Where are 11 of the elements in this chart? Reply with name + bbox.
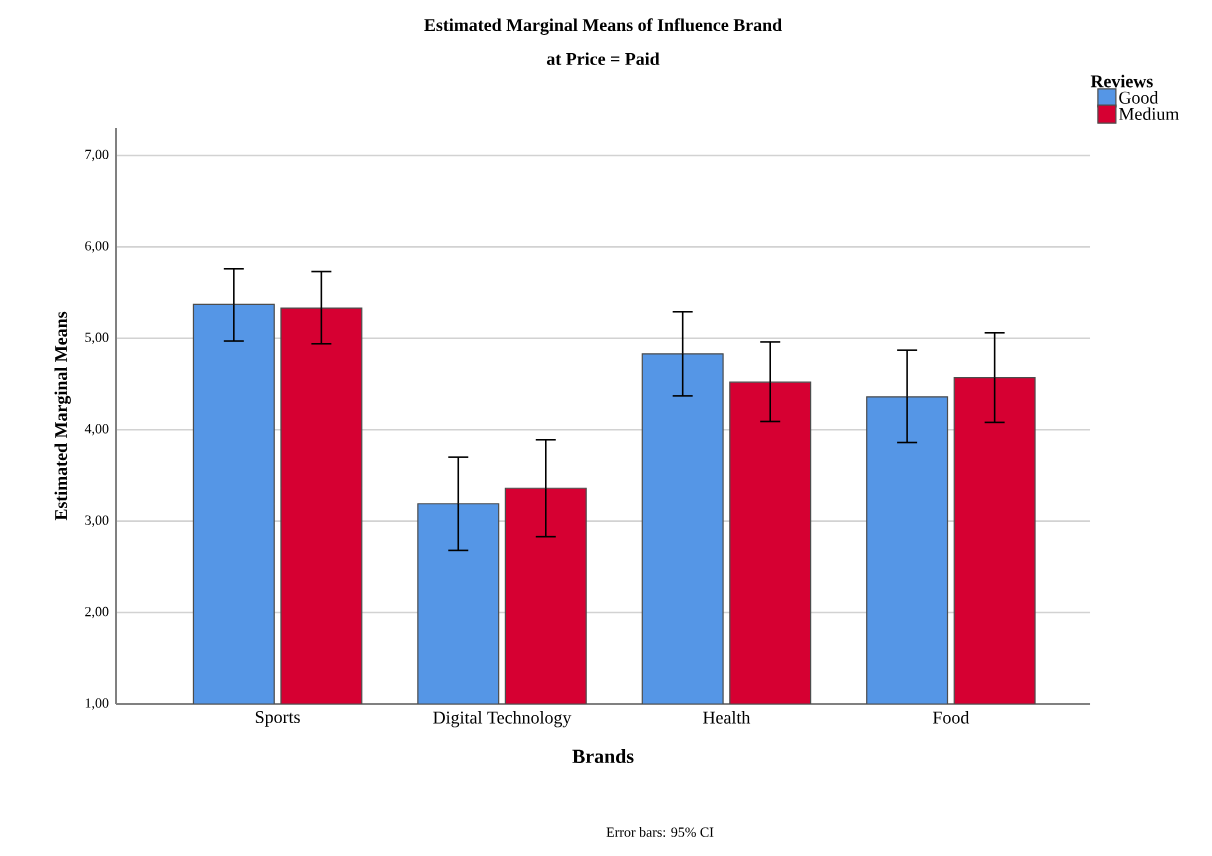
legend-title: Reviews <box>1090 74 1153 88</box>
chart-title: Estimated Marginal Means of Influence Brand <box>424 18 782 35</box>
chart-subtitle: at Price = Paid <box>546 52 660 66</box>
x-tick-label: Food <box>932 711 970 724</box>
legend-label: Medium <box>1119 107 1179 121</box>
x-tick-label: Sports <box>255 711 300 727</box>
x-tick-label: Health <box>703 711 751 724</box>
y-axis-title: Estimated Marginal Means <box>54 311 71 521</box>
legend-label: Good <box>1119 91 1159 104</box>
x-axis-title: Brands <box>572 749 634 764</box>
x-tick-label: Digital Technology <box>433 711 572 728</box>
